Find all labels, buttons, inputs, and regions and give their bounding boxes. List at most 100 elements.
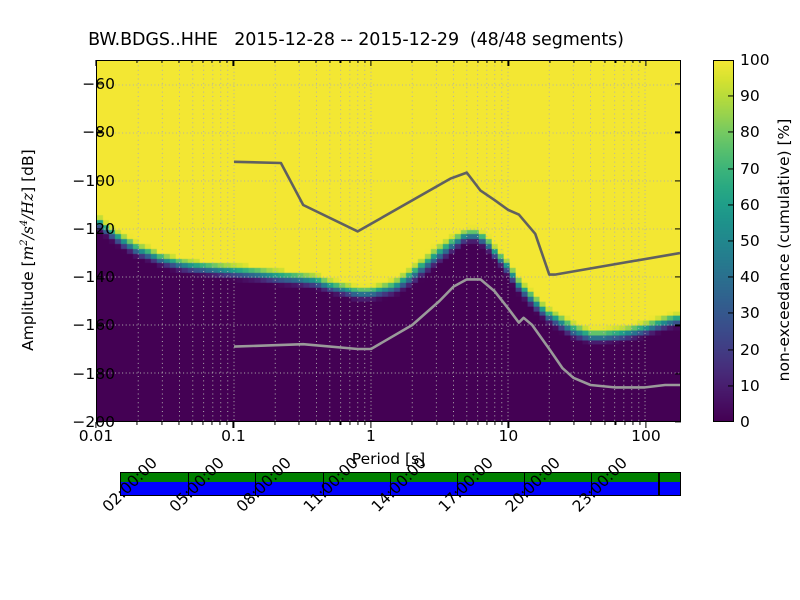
coverage-strip-lower-band [121,482,680,495]
coverage-segment-divider [188,473,190,495]
figure-title: BW.BDGS..HHE 2015-12-28 -- 2015-12-29 (4… [88,30,624,50]
x-axis-tick-mark [95,60,97,66]
x-axis-tick-mark [645,60,647,66]
x-axis-tick-mark [603,422,606,426]
x-axis-tick-mark [191,422,193,426]
colorbar-tick-mark [728,204,734,206]
x-axis-tick-mark [136,422,138,426]
x-axis-tick-mark [315,422,317,426]
y-axis-tick-mark [96,276,102,278]
x-axis-tick-mark [329,422,331,426]
x-axis-tick-mark [298,422,300,426]
x-axis-tick-mark [477,422,479,426]
colorbar-tick-label: 20 [740,340,760,359]
x-axis-tick-mark [357,60,359,64]
x-axis-tick-mark [624,60,626,64]
x-axis-tick-mark [632,422,634,426]
colorbar-tick-label: 30 [740,304,760,323]
x-axis-tick-mark [329,60,331,64]
coverage-segment-divider [389,473,391,495]
x-axis-tick-mark [573,60,575,64]
x-axis-tick-mark [549,422,551,426]
coverage-segment-divider [658,473,660,495]
x-axis-tick-mark [232,422,235,428]
colorbar-tick-label: 0 [740,413,750,431]
colorbar-tick-mark [728,95,734,97]
y-axis-tick-mark [675,131,681,133]
x-axis-tick-mark [435,422,438,426]
x-axis-tick-mark [191,60,193,64]
colorbar-tick-label: 40 [740,268,760,287]
x-axis-tick-mark [95,422,97,428]
coverage-segment-divider [322,473,324,495]
x-axis-tick-mark [466,422,468,426]
x-axis-tick-mark [645,422,647,428]
y-axis-tick-mark [675,373,681,375]
x-axis-tick-mark [603,60,606,64]
y-axis-tick-label: −180 [72,364,115,383]
x-axis-tick-mark [298,60,300,64]
x-axis-tick-mark [364,422,366,426]
x-axis-tick-label: 0.1 [221,427,246,445]
x-axis-tick-mark [339,60,341,64]
x-axis-tick-mark [349,422,351,426]
x-axis-tick-mark [501,422,503,426]
colorbar-gradient [714,61,733,421]
y-axis-tick-label: −140 [72,268,115,287]
colorbar-tick-mark [728,131,734,133]
y-axis-tick-mark [96,421,102,423]
colorbar-tick-label: 100 [740,51,770,69]
x-axis-tick-mark [202,422,204,426]
x-axis-tick-mark [573,422,575,426]
x-axis-tick-mark [274,60,276,64]
x-axis-tick-mark [411,60,413,64]
x-axis-tick-mark [411,422,413,426]
x-axis-tick-mark [486,60,488,64]
colorbar-tick-mark [728,349,734,351]
x-axis-tick-mark [226,60,228,64]
x-axis-tick-mark [202,60,204,64]
x-axis-tick-mark [507,422,510,428]
x-axis-tick-mark [435,60,438,64]
x-axis-tick-mark [507,60,510,66]
x-axis-tick-mark [161,60,163,64]
x-axis-tick-mark [370,60,372,66]
coverage-strip-upper-band [121,473,680,483]
x-axis-tick-mark [614,422,616,426]
ppsd-histogram-heatmap [97,61,680,421]
x-axis-tick-mark [219,422,221,426]
coverage-segment-divider [524,473,526,495]
coverage-segment-divider [255,473,257,495]
y-axis-tick-mark [96,83,102,85]
x-axis-tick-mark [624,422,626,426]
x-axis-tick-mark [364,60,366,64]
x-axis-tick-mark [136,60,138,64]
x-axis-tick-mark [161,422,163,426]
x-axis-tick-mark [453,422,455,426]
colorbar-tick-mark [728,385,734,387]
ppsd-plot-area[interactable] [96,60,681,422]
coverage-segment-divider [456,473,459,495]
y-axis-tick-mark [96,131,102,133]
x-axis-tick-mark [477,60,479,64]
x-axis-tick-mark [494,60,496,64]
y-axis-tick-mark [675,83,681,85]
y-axis-tick-label: −200 [72,413,115,431]
y-axis-tick-mark [96,324,102,327]
colorbar-tick-label: 60 [740,195,760,214]
colorbar-tick-mark [728,168,734,170]
x-axis-tick-mark [639,422,641,426]
grid-lines [97,61,680,421]
x-axis-tick-mark [339,422,341,426]
y-axis-tick-mark [675,228,681,230]
y-axis-tick-mark [675,421,681,423]
x-axis-tick-mark [178,422,180,426]
x-axis-tick-label: 100 [631,427,661,445]
x-axis-tick-mark [453,60,455,64]
y-axis-tick-mark [675,324,681,327]
data-coverage-strip[interactable] [120,472,681,496]
colorbar-label: non-exceedance (cumulative) [%] [775,118,793,382]
colorbar-tick-label: 50 [740,232,760,250]
y-axis-tick-mark [675,276,681,278]
